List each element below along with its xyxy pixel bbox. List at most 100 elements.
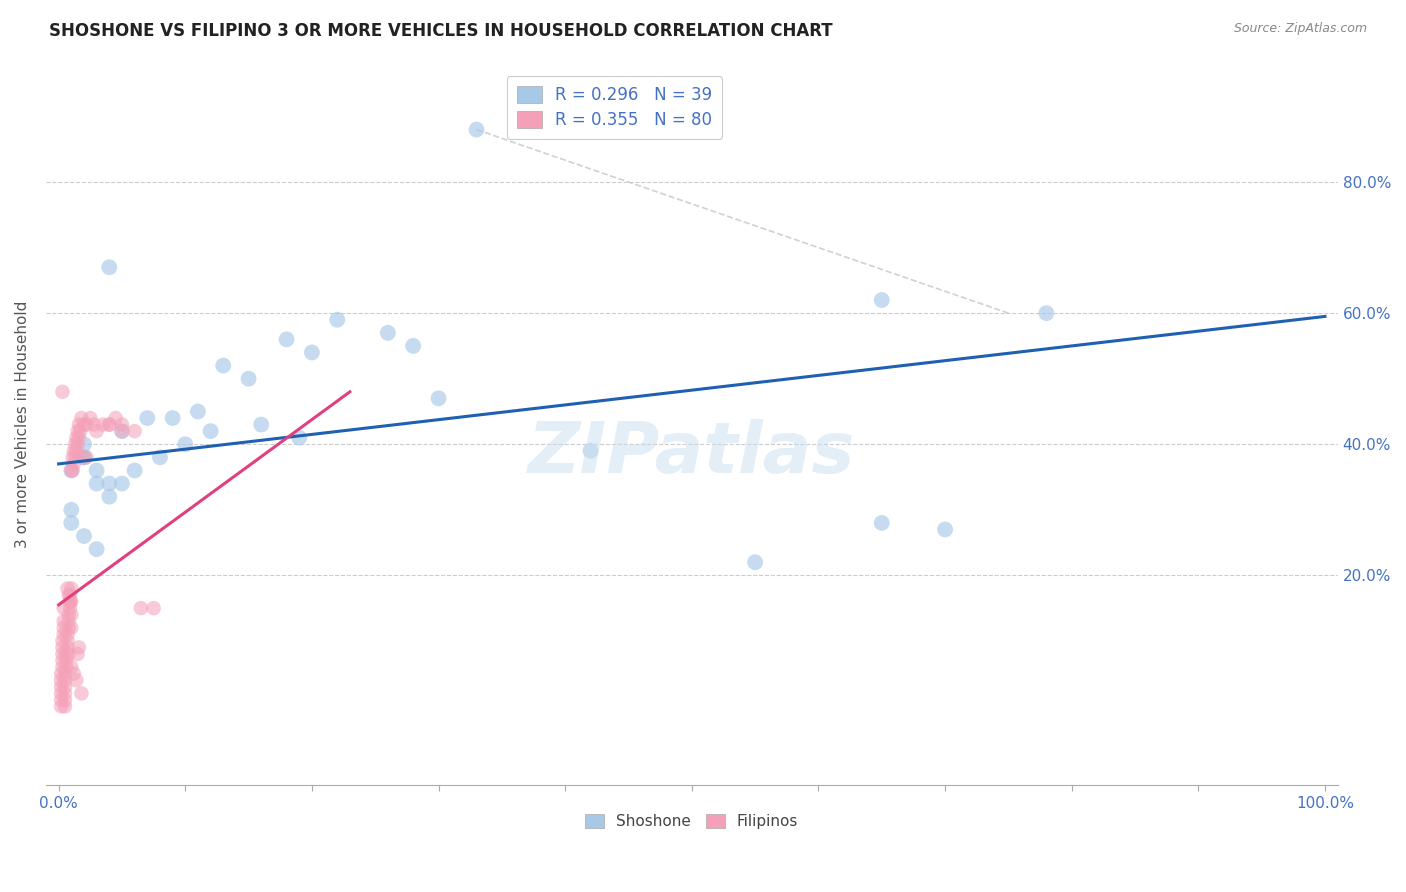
Point — [212, 359, 235, 373]
Point — [63, 443, 86, 458]
Point — [1035, 306, 1057, 320]
Point — [60, 660, 83, 674]
Point — [288, 431, 311, 445]
Point — [51, 699, 73, 714]
Point — [73, 450, 96, 465]
Point — [91, 417, 114, 432]
Point — [129, 601, 152, 615]
Point — [51, 686, 73, 700]
Point — [58, 607, 80, 622]
Point — [579, 443, 602, 458]
Point — [58, 647, 80, 661]
Point — [55, 647, 77, 661]
Point — [427, 392, 450, 406]
Point — [63, 450, 86, 465]
Point — [238, 372, 260, 386]
Point — [465, 122, 488, 136]
Point — [59, 588, 82, 602]
Point — [52, 621, 75, 635]
Point — [67, 431, 90, 445]
Point — [744, 555, 766, 569]
Point — [79, 411, 101, 425]
Point — [98, 490, 121, 504]
Point — [51, 654, 73, 668]
Point — [67, 640, 90, 655]
Point — [60, 516, 83, 530]
Point — [56, 582, 79, 596]
Point — [402, 339, 425, 353]
Point — [53, 693, 76, 707]
Point — [53, 699, 76, 714]
Point — [377, 326, 399, 340]
Point — [59, 594, 82, 608]
Point — [870, 516, 893, 530]
Point — [73, 529, 96, 543]
Point — [73, 450, 96, 465]
Point — [51, 633, 73, 648]
Point — [111, 424, 134, 438]
Point — [73, 417, 96, 432]
Point — [53, 686, 76, 700]
Point — [98, 260, 121, 275]
Point — [58, 614, 80, 628]
Point — [51, 666, 73, 681]
Point — [60, 594, 83, 608]
Point — [200, 424, 222, 438]
Point — [62, 450, 84, 465]
Point — [62, 463, 84, 477]
Point — [124, 424, 146, 438]
Point — [162, 411, 184, 425]
Point — [870, 293, 893, 307]
Point — [86, 542, 108, 557]
Point — [55, 660, 77, 674]
Point — [59, 594, 82, 608]
Point — [51, 640, 73, 655]
Point — [111, 476, 134, 491]
Point — [56, 627, 79, 641]
Point — [63, 666, 86, 681]
Point — [98, 476, 121, 491]
Text: ZIPatlas: ZIPatlas — [529, 419, 855, 488]
Point — [70, 686, 93, 700]
Point — [52, 627, 75, 641]
Point — [70, 450, 93, 465]
Point — [98, 417, 121, 432]
Point — [83, 417, 105, 432]
Y-axis label: 3 or more Vehicles in Household: 3 or more Vehicles in Household — [15, 301, 30, 549]
Point — [250, 417, 273, 432]
Text: SHOSHONE VS FILIPINO 3 OR MORE VEHICLES IN HOUSEHOLD CORRELATION CHART: SHOSHONE VS FILIPINO 3 OR MORE VEHICLES … — [49, 22, 832, 40]
Point — [60, 503, 83, 517]
Point — [66, 437, 89, 451]
Text: Source: ZipAtlas.com: Source: ZipAtlas.com — [1233, 22, 1367, 36]
Point — [65, 443, 87, 458]
Point — [59, 601, 82, 615]
Point — [149, 450, 172, 465]
Legend: Shoshone, Filipinos: Shoshone, Filipinos — [579, 808, 804, 835]
Point — [53, 673, 76, 688]
Point — [65, 431, 87, 445]
Point — [60, 463, 83, 477]
Point — [66, 424, 89, 438]
Point — [136, 411, 159, 425]
Point — [86, 476, 108, 491]
Point — [70, 411, 93, 425]
Point — [187, 404, 209, 418]
Point — [104, 411, 127, 425]
Point — [174, 437, 197, 451]
Point — [52, 614, 75, 628]
Point — [53, 666, 76, 681]
Point — [51, 660, 73, 674]
Point — [51, 384, 73, 399]
Point — [55, 654, 77, 668]
Point — [60, 463, 83, 477]
Point — [63, 457, 86, 471]
Point — [51, 680, 73, 694]
Point — [111, 424, 134, 438]
Point — [124, 463, 146, 477]
Point — [76, 450, 98, 465]
Point — [58, 588, 80, 602]
Point — [56, 633, 79, 648]
Point — [86, 463, 108, 477]
Point — [51, 647, 73, 661]
Point — [60, 621, 83, 635]
